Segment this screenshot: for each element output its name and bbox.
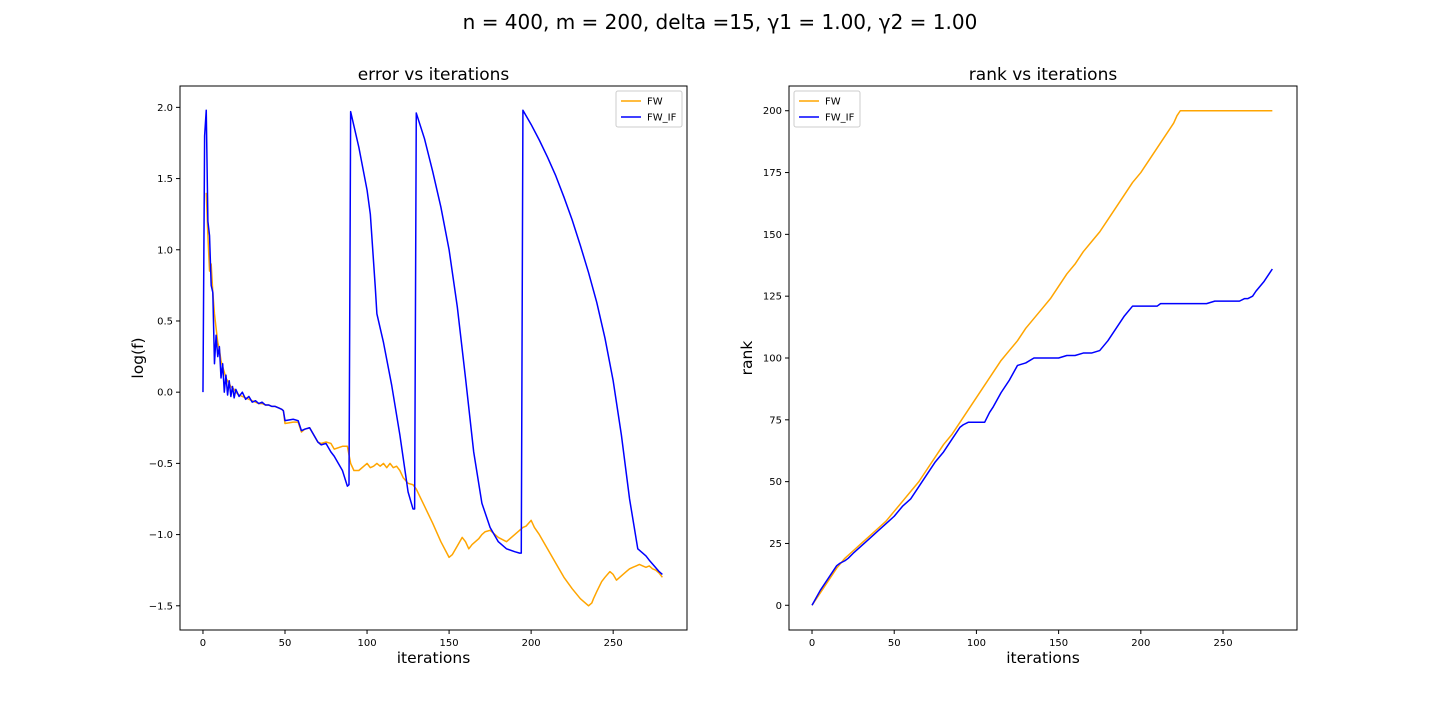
y-tick-label: 2.0: [157, 103, 173, 114]
chart-title: error vs iterations: [358, 65, 510, 85]
x-tick-label: 200: [522, 638, 541, 649]
y-tick-label: 175: [763, 168, 782, 179]
y-tick-label: 150: [763, 230, 782, 241]
y-tick-label: 0: [776, 601, 782, 612]
x-tick-label: 100: [967, 638, 986, 649]
legend-frame: [615, 90, 683, 128]
series-line-fw-if: [811, 268, 1273, 606]
x-tick-label: 100: [358, 638, 377, 649]
x-tick-label: 50: [279, 638, 292, 649]
series-line-fw: [811, 109, 1273, 606]
y-tick-label: 25: [769, 539, 782, 550]
legend: FW FW_IF: [793, 90, 861, 128]
rank-vs-iterations-panel: 0 50 100 150 200 250 0 25 50 75 100 125 150 175 200 ran…: [738, 65, 1298, 667]
y-tick-label: 200: [763, 106, 782, 117]
legend-label: FW_IF: [647, 113, 677, 124]
x-tick-label: 250: [1213, 638, 1232, 649]
y-tick-label: −0.5: [149, 459, 173, 470]
y-tick-label: 1.0: [157, 245, 173, 256]
x-tick-label: 50: [888, 638, 901, 649]
y-tick-label: −1.0: [149, 530, 173, 541]
x-tick-label: 0: [809, 638, 815, 649]
series-line-fw-if: [202, 109, 663, 576]
x-axis-label: iterations: [1006, 649, 1080, 667]
figure-suptitle: n = 400, m = 200, delta =15, γ1 = 1.00, …: [463, 10, 978, 34]
x-tick-label: 200: [1131, 638, 1150, 649]
axes-frame: [179, 85, 688, 631]
y-tick-label: 0.0: [157, 388, 173, 399]
y-tick-label: 0.5: [157, 316, 173, 327]
series-line-fw: [205, 192, 663, 607]
legend-frame: [793, 90, 861, 128]
legend-label: FW_IF: [825, 113, 855, 124]
x-tick-label: 0: [200, 638, 206, 649]
y-tick-label: −1.5: [149, 601, 173, 612]
legend: FW FW_IF: [615, 90, 683, 128]
y-axis-label: rank: [738, 341, 756, 376]
error-vs-iterations-panel: 0 50 100 150 200 250 −1.5 −1.0 −0.5 0.0 0.5 1.0 1.5 2…: [129, 65, 688, 667]
x-axis-label: iterations: [397, 649, 471, 667]
x-tick-label: 250: [604, 638, 623, 649]
chart-title: rank vs iterations: [969, 65, 1118, 85]
y-tick-label: 1.5: [157, 174, 173, 185]
y-tick-label: 100: [763, 354, 782, 365]
y-tick-label: 75: [769, 415, 782, 426]
legend-label: FW: [647, 97, 663, 108]
x-tick-label: 150: [1049, 638, 1068, 649]
y-tick-label: 125: [763, 292, 782, 303]
y-axis-label: log(f): [129, 337, 147, 378]
legend-label: FW: [825, 97, 841, 108]
y-tick-label: 50: [769, 477, 782, 488]
x-tick-label: 150: [440, 638, 459, 649]
